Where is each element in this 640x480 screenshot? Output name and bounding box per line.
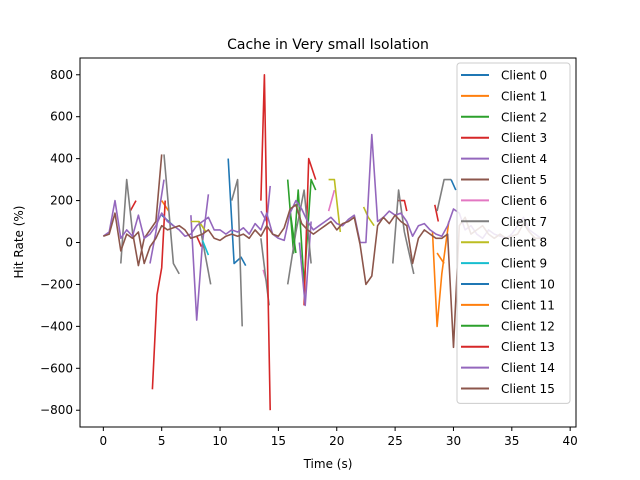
y-tick-label: 400: [50, 152, 73, 166]
series-7: [120, 154, 452, 327]
series-line: [195, 235, 203, 248]
series-line: [227, 158, 247, 266]
series-line: [129, 200, 137, 212]
x-tick-label: 10: [212, 434, 227, 448]
y-tick-label: 600: [50, 110, 73, 124]
legend-label: Client 8: [501, 236, 547, 250]
series-13: [151, 74, 271, 411]
series-line: [120, 178, 134, 264]
legend-label: Client 14: [501, 361, 555, 375]
legend-label: Client 7: [501, 215, 547, 229]
x-tick-label: 30: [446, 434, 461, 448]
legend-label: Client 11: [501, 298, 555, 312]
series-line: [190, 194, 210, 321]
legend-label: Client 10: [501, 278, 555, 292]
series-line: [362, 206, 375, 227]
legend-label: Client 13: [501, 340, 555, 354]
series-line: [328, 178, 342, 233]
series-line: [286, 189, 312, 285]
series-3: [129, 157, 440, 306]
series-12: [289, 210, 297, 254]
chart-title: Cache in Very small Isolation: [227, 37, 429, 53]
series-line: [151, 200, 166, 390]
y-axis: −800 −600 −400 −200 0 200 400 600 800: [40, 68, 80, 417]
series-line: [450, 179, 457, 191]
y-tick-label: −800: [40, 403, 73, 417]
legend-label: Client 12: [501, 319, 555, 333]
y-tick-label: −200: [40, 277, 73, 291]
legend-label: Client 9: [501, 257, 547, 271]
series-10: [450, 179, 457, 191]
series-line: [289, 210, 297, 254]
y-tick-label: −400: [40, 319, 73, 333]
x-tick-label: 5: [158, 434, 166, 448]
series-line: [397, 199, 408, 212]
series-9: [201, 240, 210, 256]
series-line: [436, 178, 452, 212]
series-line: [190, 220, 207, 233]
series-8: [190, 178, 375, 233]
series-5: [131, 154, 163, 267]
series-line: [303, 157, 317, 306]
legend-box: [456, 62, 571, 404]
legend-label: Client 2: [501, 110, 547, 124]
legend-label: Client 15: [501, 382, 555, 396]
series-line: [436, 252, 445, 264]
series-layer: [102, 74, 542, 411]
series-line: [286, 178, 317, 286]
legend-label: Client 0: [501, 69, 547, 83]
series-line: [131, 154, 163, 267]
series-line: [260, 74, 271, 411]
series-11: [436, 252, 445, 264]
series-line: [327, 189, 336, 212]
series-line: [198, 221, 212, 285]
y-tick-label: 0: [65, 236, 73, 250]
series-line: [201, 240, 210, 256]
legend-label: Client 4: [501, 152, 547, 166]
series-line: [230, 178, 243, 327]
legend-label: Client 1: [501, 89, 547, 103]
x-tick-label: 35: [504, 434, 519, 448]
x-axis-label: Time (s): [303, 457, 353, 471]
y-tick-label: −600: [40, 361, 73, 375]
x-tick-label: 0: [100, 434, 108, 448]
series-line: [434, 204, 440, 222]
x-tick-label: 25: [387, 434, 402, 448]
y-tick-label: 200: [50, 194, 73, 208]
series-line: [149, 179, 165, 264]
x-axis: 0 5 10 15 20 25 30 35 40: [100, 427, 578, 448]
x-tick-label: 15: [271, 434, 286, 448]
series-line: [431, 221, 450, 328]
x-tick-label: 40: [563, 434, 578, 448]
y-tick-label: 800: [50, 68, 73, 82]
legend: Client 0 Client 1 Client 2 Client 3 Client 4…: [456, 62, 571, 404]
legend-label: Client 5: [501, 173, 547, 187]
legend-label: Client 3: [501, 131, 547, 145]
legend-label: Client 6: [501, 194, 547, 208]
series-line: [163, 154, 180, 275]
series-line: [392, 189, 415, 275]
y-axis-label: Hit Rate (%): [12, 206, 26, 279]
x-tick-label: 20: [329, 434, 344, 448]
series-2: [286, 178, 317, 286]
